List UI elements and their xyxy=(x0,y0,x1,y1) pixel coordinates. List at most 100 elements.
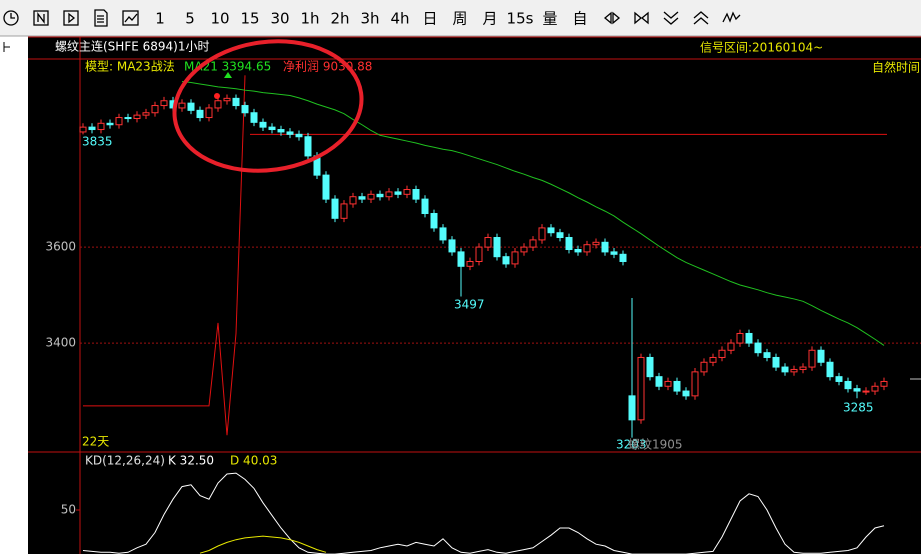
k-line xyxy=(82,472,885,554)
candle-body xyxy=(583,244,591,253)
candle-body xyxy=(340,203,348,219)
d-line xyxy=(199,535,327,554)
main-chart: 3600 3400 xyxy=(28,36,921,554)
chart-glyph xyxy=(124,13,138,23)
candle-body xyxy=(304,136,312,157)
clock-icon[interactable] xyxy=(3,10,19,26)
toolbar-button[interactable]: 15s xyxy=(507,10,534,28)
toolbar-items: 1 5 10 15 30 1h 2h 3h 4h 日周月 15s 量自 xyxy=(3,9,741,28)
candle-body xyxy=(808,349,816,368)
toolbar-button[interactable]: 3h xyxy=(360,10,379,28)
candle-body xyxy=(349,196,357,205)
candle-body xyxy=(673,380,681,392)
candle-body xyxy=(439,227,447,241)
annotation: 3835 xyxy=(82,135,113,149)
toolbar-button[interactable]: 30 xyxy=(270,10,289,28)
candle-body xyxy=(556,232,564,239)
y-tick-label: 3400 xyxy=(45,336,76,350)
candle-body xyxy=(628,395,636,421)
candle-body xyxy=(241,105,249,114)
candle-body xyxy=(79,126,87,133)
candle-body xyxy=(655,376,663,387)
candle-body xyxy=(601,241,609,253)
candle-body xyxy=(403,189,411,195)
chart-title: 螺纹主连(SHFE 6894)1小时 xyxy=(55,39,209,54)
wave-icon[interactable] xyxy=(722,11,741,23)
candle-body xyxy=(853,388,861,392)
candle-body xyxy=(763,352,771,358)
chart-area xyxy=(28,37,921,554)
candle-body xyxy=(376,193,384,198)
clock-hand xyxy=(10,13,15,19)
toolbar-button[interactable]: 月 xyxy=(482,10,497,28)
toolbar-button[interactable]: 5 xyxy=(185,10,195,28)
up-icon[interactable] xyxy=(693,11,709,25)
candle-body xyxy=(502,256,510,265)
candle-body xyxy=(538,227,546,241)
toolbar-button[interactable]: 1h xyxy=(300,10,319,28)
toolbar xyxy=(0,0,921,36)
candle-body xyxy=(358,196,366,200)
toolbar-button[interactable]: 10 xyxy=(210,10,229,28)
shrink-icon[interactable] xyxy=(634,11,649,25)
toolbar-button[interactable]: 量 xyxy=(542,10,557,28)
candle-body xyxy=(97,122,105,131)
toolbar-button[interactable]: 4h xyxy=(390,10,409,28)
toolbar-button[interactable]: 1 xyxy=(155,10,165,28)
annotation: 3285 xyxy=(843,401,874,415)
candle-body xyxy=(259,121,267,128)
model-label: 模型: MA23战法 xyxy=(85,60,175,74)
signal-dot xyxy=(214,93,220,99)
ma-line xyxy=(181,81,885,346)
signal-range: 信号区间:20160104~ xyxy=(700,41,823,55)
doc-icon[interactable] xyxy=(94,9,108,27)
kd-chart xyxy=(82,472,885,554)
candle-body xyxy=(205,107,213,119)
candle-body xyxy=(322,174,330,200)
candle-body xyxy=(637,356,645,421)
candle-body xyxy=(421,198,429,215)
toolbar-button[interactable]: 15 xyxy=(240,10,259,28)
candle-body xyxy=(295,133,303,138)
candle-body xyxy=(880,380,888,387)
contract-label: 螺纹1905 xyxy=(628,438,683,452)
toolbar-button[interactable]: 2h xyxy=(330,10,349,28)
n-glyph xyxy=(37,12,45,24)
zoom-icon[interactable] xyxy=(603,11,621,25)
candle-body xyxy=(691,371,699,397)
candle-body xyxy=(385,191,393,198)
candle-body xyxy=(133,114,141,120)
candle-body xyxy=(88,126,96,131)
toolbar-button[interactable]: 日 xyxy=(422,10,437,28)
toolbar-button[interactable]: 自 xyxy=(572,10,587,28)
candle-body xyxy=(835,376,843,382)
candle-body xyxy=(592,241,600,246)
down-icon[interactable] xyxy=(663,11,679,25)
candle-body xyxy=(223,97,231,102)
candle-body xyxy=(367,193,375,200)
candle-body xyxy=(682,390,690,397)
candle-body xyxy=(565,237,573,251)
toolbar-button[interactable]: 周 xyxy=(452,10,467,28)
candle-body xyxy=(745,332,753,344)
candle-body xyxy=(151,105,159,114)
candle-body xyxy=(250,112,258,123)
n-icon[interactable] xyxy=(33,10,49,26)
candle-body xyxy=(286,131,294,135)
candle-body xyxy=(664,380,672,387)
signal-line xyxy=(83,75,246,436)
profit-label: 净利润 9030.88 xyxy=(283,60,372,74)
candle-body xyxy=(529,239,537,248)
candle-body xyxy=(871,385,879,392)
candle-body xyxy=(160,100,168,107)
candle-body xyxy=(610,251,618,255)
candle-body xyxy=(457,251,465,267)
candle-body xyxy=(619,253,627,262)
candle-body xyxy=(844,380,852,390)
d-label: D 40.03 xyxy=(230,454,277,468)
candle-body xyxy=(106,122,114,126)
chart-icon[interactable] xyxy=(122,10,139,26)
play-icon[interactable] xyxy=(63,10,79,26)
